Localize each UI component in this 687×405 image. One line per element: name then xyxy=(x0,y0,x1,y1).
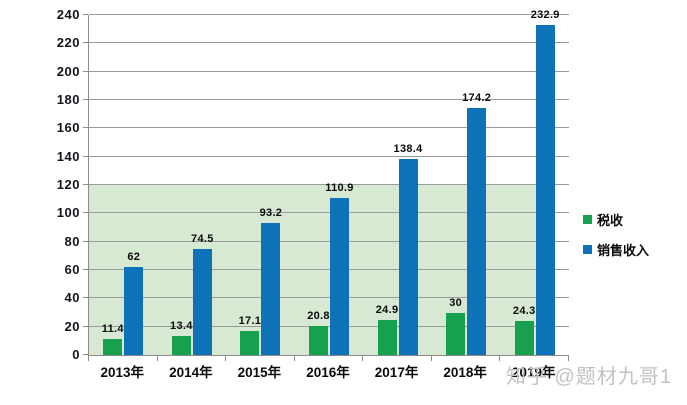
bar-销售收入-2015年 xyxy=(261,222,281,355)
data-label-税收-2016年: 20.8 xyxy=(307,309,330,322)
data-label-税收-2017年: 24.9 xyxy=(375,303,399,316)
gridline-120 xyxy=(89,184,569,185)
y-axis-label-200: 200 xyxy=(56,63,80,79)
x-axis-tick-7 xyxy=(568,356,569,361)
gridline-160 xyxy=(89,127,569,129)
bar-税收-2014年 xyxy=(171,336,191,355)
gridline-200 xyxy=(89,70,569,72)
x-axis-label-2013年: 2013年 xyxy=(100,365,145,380)
data-label-税收-2019年: 24.3 xyxy=(512,304,536,317)
y-axis-label-100: 100 xyxy=(56,205,80,221)
y-axis-label-60: 60 xyxy=(64,262,80,277)
data-label-税收-2013年: 11.4 xyxy=(101,322,124,335)
data-label-销售收入-2014年: 74.5 xyxy=(191,233,214,246)
bar-销售收入-2017年 xyxy=(398,158,418,355)
bar-税收-2013年 xyxy=(103,338,123,355)
x-axis-tick-1 xyxy=(156,356,158,361)
y-axis-label-120: 120 xyxy=(56,177,80,192)
x-axis-label-2019年: 2019年 xyxy=(511,365,556,380)
bar-销售收入-2019年 xyxy=(535,25,555,355)
x-axis-label-2016年: 2016年 xyxy=(306,365,350,380)
gridline-40 xyxy=(89,297,569,299)
data-label-税收-2018年: 30 xyxy=(449,296,463,309)
data-label-销售收入-2013年: 62 xyxy=(127,251,141,264)
tax-legend-label: 税收 xyxy=(597,213,624,228)
y-axis-label-20: 20 xyxy=(64,318,80,334)
x-axis-label-2018年: 2018年 xyxy=(443,365,487,380)
x-axis-tick-3 xyxy=(293,356,295,361)
bar-税收-2015年 xyxy=(240,330,260,355)
y-axis-tick-200 xyxy=(83,70,88,72)
plot-area: 11.4 62 13.4 74.5 17.1 93.2 20.8 110.9 24.9 138.4… xyxy=(88,9,569,356)
data-label-销售收入-2017年: 138.4 xyxy=(393,142,423,155)
data-label-税收-2015年: 17.1 xyxy=(238,314,262,327)
y-axis-tick-40 xyxy=(83,297,88,299)
y-axis-tick-180 xyxy=(83,99,88,100)
bar-税收-2016年 xyxy=(309,325,328,355)
y-axis-tick-100 xyxy=(83,212,88,214)
gridline-240 xyxy=(89,14,569,15)
y-axis-tick-80 xyxy=(83,240,88,242)
y-axis-tick-0 xyxy=(83,354,88,355)
bar-销售收入-2016年 xyxy=(330,197,349,355)
watermark: 知乎 @题材九哥1 xyxy=(506,366,672,388)
y-axis-label-80: 80 xyxy=(64,233,80,249)
x-axis-tick-5 xyxy=(430,356,432,361)
data-label-税收-2014年: 13.4 xyxy=(170,320,193,333)
data-label-销售收入-2015年: 93.2 xyxy=(259,206,283,219)
bar-销售收入-2013年 xyxy=(124,267,144,355)
y-axis-label-0: 0 xyxy=(72,347,80,362)
legend: 税收 销售收入 xyxy=(583,210,649,259)
gridline-100 xyxy=(89,212,569,214)
legend-item-tax: 税收 xyxy=(583,210,649,229)
y-axis-tick-240 xyxy=(83,14,88,15)
bar-销售收入-2014年 xyxy=(192,249,212,355)
y-axis-label-180: 180 xyxy=(56,92,80,107)
y-axis-label-160: 160 xyxy=(56,120,80,136)
x-axis-label-2014年: 2014年 xyxy=(169,365,213,380)
y-axis-tick-140 xyxy=(83,155,88,157)
x-axis-tick-6 xyxy=(499,356,501,361)
data-label-销售收入-2019年: 232.9 xyxy=(530,9,560,22)
gridline-60 xyxy=(89,269,569,270)
y-axis-label-220: 220 xyxy=(56,35,80,51)
x-axis-tick-2 xyxy=(225,356,227,361)
bar-税收-2017年 xyxy=(377,319,397,355)
y-axis-label-40: 40 xyxy=(64,290,80,306)
x-axis-label-2015年: 2015年 xyxy=(237,365,282,380)
x-axis-tick-0 xyxy=(88,356,89,361)
data-label-销售收入-2018年: 174.2 xyxy=(462,92,492,105)
y-axis-label-140: 140 xyxy=(56,148,80,164)
bar-税收-2019年 xyxy=(514,320,534,355)
bar-税收-2018年 xyxy=(446,312,466,355)
revenue-legend-label: 销售收入 xyxy=(597,243,650,258)
bar-销售收入-2018年 xyxy=(467,108,487,355)
gridline-140 xyxy=(89,155,569,157)
x-axis-label-2017年: 2017年 xyxy=(374,365,419,380)
y-axis-tick-160 xyxy=(83,127,88,129)
y-axis-label-240: 240 xyxy=(56,7,80,22)
gridline-20 xyxy=(89,325,569,327)
legend-item-revenue: 销售收入 xyxy=(583,240,649,259)
data-label-销售收入-2016年: 110.9 xyxy=(325,181,354,194)
y-axis-tick-220 xyxy=(83,42,88,44)
x-axis-tick-4 xyxy=(362,356,364,361)
revenue-legend-swatch-icon xyxy=(583,245,592,254)
gridline-220 xyxy=(89,42,569,44)
gridline-80 xyxy=(89,240,569,242)
y-axis-tick-120 xyxy=(83,184,88,185)
gridline-180 xyxy=(89,99,569,100)
tax-legend-swatch-icon xyxy=(583,215,592,224)
y-axis-tick-60 xyxy=(83,269,88,270)
y-axis-tick-20 xyxy=(83,325,88,327)
